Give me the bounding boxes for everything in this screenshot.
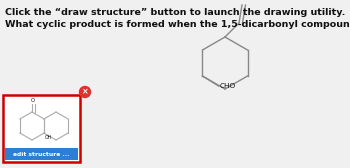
Text: ×: × [82, 88, 88, 96]
Text: CHO: CHO [219, 83, 236, 89]
Bar [5, 148, 78, 160]
Bar [3, 95, 80, 162]
Text: What cyclic product is formed when the 1,5-dicarbonyl compound below is treated : What cyclic product is formed when the 1… [5, 20, 350, 29]
Circle shape [79, 87, 91, 97]
Text: O: O [240, 0, 247, 2]
Text: O: O [31, 97, 35, 102]
Text: OH: OH [45, 135, 52, 140]
Text: Click the “draw structure” button to launch the drawing utility.: Click the “draw structure” button to lau… [5, 8, 345, 17]
Text: edit structure ...: edit structure ... [13, 152, 70, 157]
